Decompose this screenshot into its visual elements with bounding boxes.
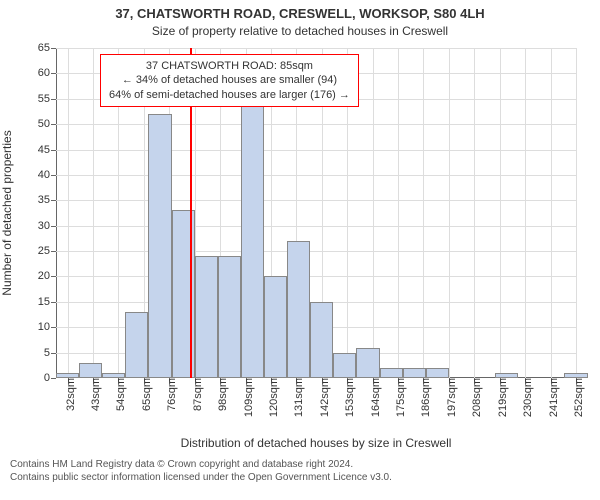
chart-footer: Contains HM Land Registry data © Crown c… — [0, 458, 600, 484]
chart-xtick-label: 43sqm — [84, 378, 102, 411]
chart-main-title: 37, CHATSWORTH ROAD, CRESWELL, WORKSOP, … — [0, 6, 600, 21]
infobox-line2: ← 34% of detached houses are smaller (94… — [109, 73, 350, 87]
chart-bar — [310, 302, 333, 378]
chart-bar — [56, 373, 79, 378]
chart-gridline-v — [93, 48, 94, 378]
chart-ytick-label: 20 — [38, 270, 56, 282]
chart-ytick-label: 60 — [38, 67, 56, 79]
chart-bar — [195, 256, 218, 378]
chart-xtick-label: 98sqm — [211, 378, 229, 411]
chart-ytick-label: 65 — [38, 42, 56, 54]
chart-gridline-v — [68, 48, 69, 378]
chart-ytick-label: 45 — [38, 144, 56, 156]
chart-bar — [564, 373, 587, 378]
chart-ytick-label: 40 — [38, 169, 56, 181]
chart-ytick-label: 50 — [38, 118, 56, 130]
chart-gridline-v — [474, 48, 475, 378]
chart-gridline-h — [56, 175, 576, 176]
chart-gridline-h — [56, 48, 576, 49]
chart-gridline-h — [56, 251, 576, 252]
chart-gridline-h — [56, 124, 576, 125]
chart-xtick-label: 186sqm — [414, 378, 432, 417]
chart-x-axis-label: Distribution of detached houses by size … — [56, 436, 576, 450]
chart-xtick-label: 65sqm — [135, 378, 153, 411]
chart-xtick-label: 252sqm — [567, 378, 585, 417]
chart-y-axis-label: Number of detached properties — [0, 130, 14, 295]
chart-bar — [403, 368, 426, 378]
chart-xtick-label: 197sqm — [440, 378, 458, 417]
chart-gridline-v — [551, 48, 552, 378]
chart-bar — [264, 276, 287, 378]
chart-bar — [495, 373, 518, 378]
infobox-line1: 37 CHATSWORTH ROAD: 85sqm — [109, 59, 350, 73]
chart-xtick-label: 219sqm — [491, 378, 509, 417]
chart-bar — [380, 368, 403, 378]
chart-bar — [148, 114, 171, 378]
chart-ytick-label: 15 — [38, 296, 56, 308]
chart-bar — [125, 312, 148, 378]
footer-line1: Contains HM Land Registry data © Crown c… — [10, 458, 600, 471]
chart-gridline-h — [56, 200, 576, 201]
chart-xtick-label: 153sqm — [338, 378, 356, 417]
chart-ytick-label: 35 — [38, 194, 56, 206]
infobox-line3: 64% of semi-detached houses are larger (… — [109, 88, 350, 102]
chart-ytick-label: 0 — [44, 372, 56, 384]
chart-xtick-label: 76sqm — [160, 378, 178, 411]
chart-info-box: 37 CHATSWORTH ROAD: 85sqm ← 34% of detac… — [100, 54, 359, 107]
chart-bar — [102, 373, 125, 378]
chart-xtick-label: 175sqm — [389, 378, 407, 417]
chart-bar — [356, 348, 379, 378]
chart-xtick-label: 54sqm — [109, 378, 127, 411]
chart-bar — [333, 353, 356, 378]
chart-gridline-h — [56, 150, 576, 151]
chart-gridline-v — [449, 48, 450, 378]
chart-xtick-label: 208sqm — [465, 378, 483, 417]
chart-gridline-v — [398, 48, 399, 378]
chart-xtick-label: 164sqm — [364, 378, 382, 417]
chart-xtick-label: 241sqm — [542, 378, 560, 417]
chart-bar — [287, 241, 310, 378]
chart-bar — [241, 99, 264, 378]
chart-gridline-v — [525, 48, 526, 378]
chart-gridline-h — [56, 226, 576, 227]
chart-xtick-label: 131sqm — [287, 378, 305, 417]
chart-gridline-v — [500, 48, 501, 378]
chart-bar — [79, 363, 102, 378]
chart-xtick-label: 87sqm — [186, 378, 204, 411]
chart-bar — [426, 368, 449, 378]
chart-bar — [218, 256, 241, 378]
chart-sub-title: Size of property relative to detached ho… — [0, 24, 600, 38]
chart-ytick-label: 5 — [44, 347, 56, 359]
footer-line2: Contains public sector information licen… — [10, 471, 600, 484]
chart-xtick-label: 142sqm — [313, 378, 331, 417]
chart-gridline-h — [56, 276, 576, 277]
chart-xtick-label: 230sqm — [516, 378, 534, 417]
chart-gridline-v — [373, 48, 374, 378]
chart-gridline-v — [576, 48, 577, 378]
chart-ytick-label: 55 — [38, 93, 56, 105]
chart-xtick-label: 32sqm — [59, 378, 77, 411]
chart-ytick-label: 30 — [38, 220, 56, 232]
chart-ytick-label: 10 — [38, 321, 56, 333]
chart-gridline-v — [423, 48, 424, 378]
chart-xtick-label: 120sqm — [262, 378, 280, 417]
chart-xtick-label: 109sqm — [237, 378, 255, 417]
chart-ytick-label: 25 — [38, 245, 56, 257]
